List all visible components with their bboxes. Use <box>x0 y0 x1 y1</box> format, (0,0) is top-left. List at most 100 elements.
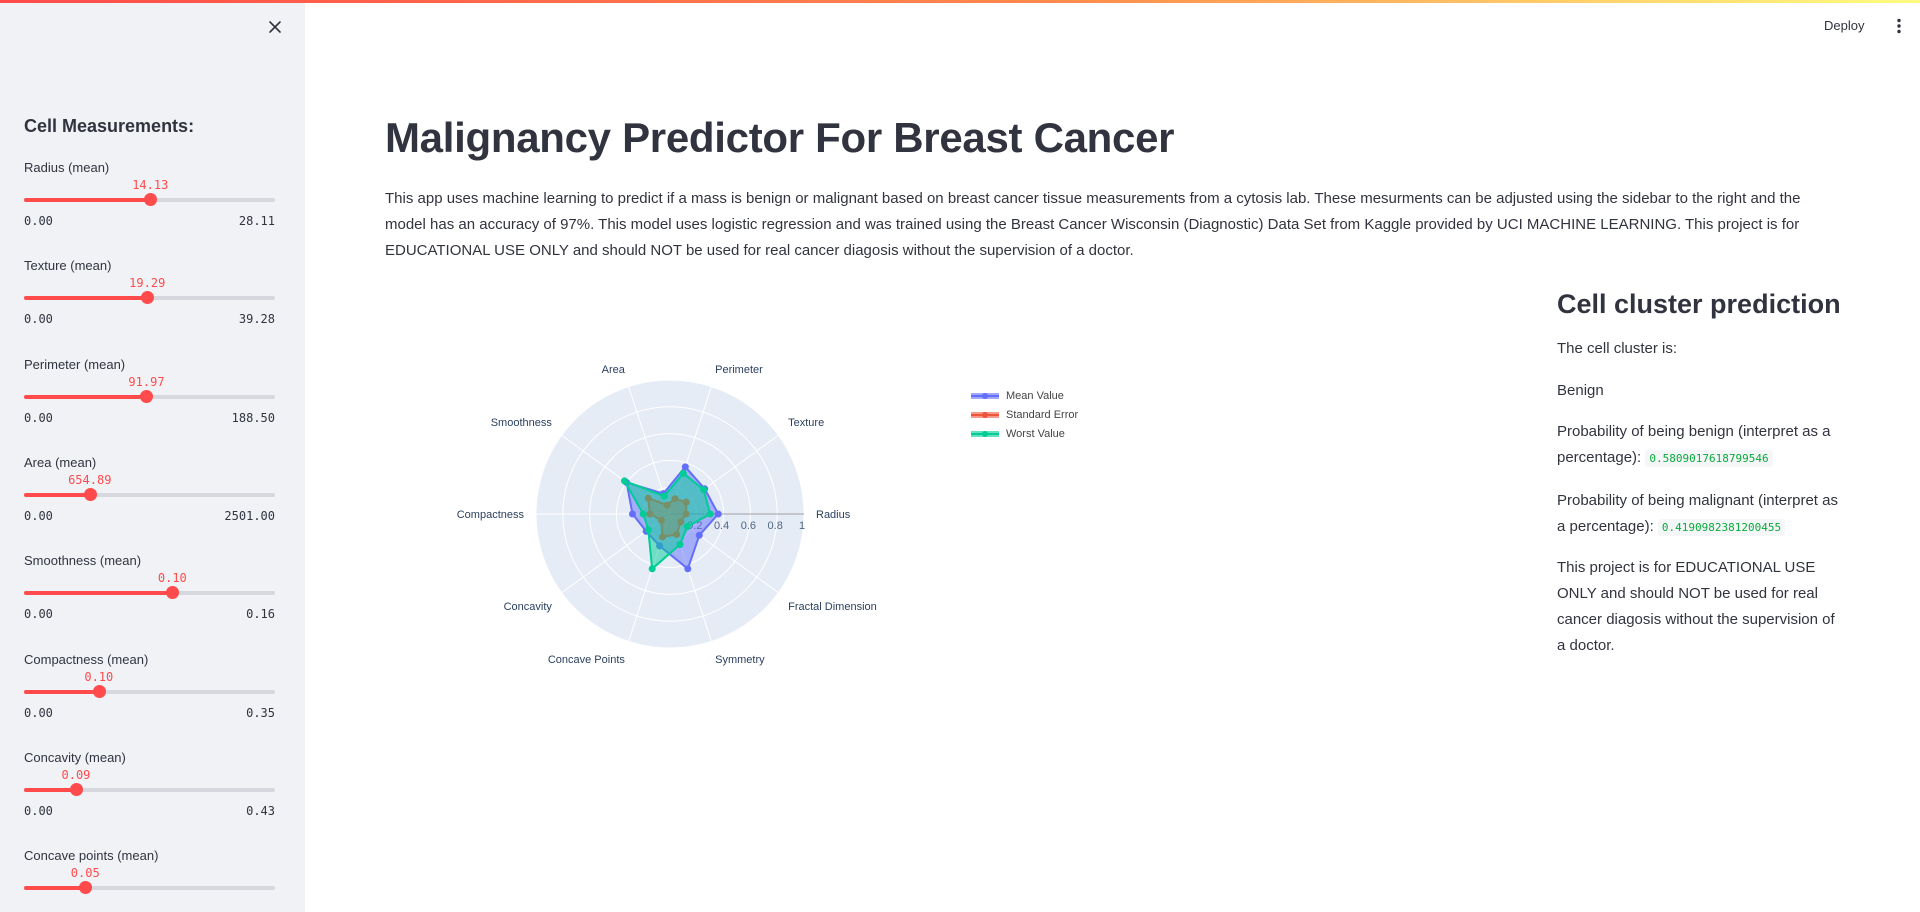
page-title: Malignancy Predictor For Breast Cancer <box>385 114 1175 161</box>
series-point <box>628 510 636 518</box>
slider-smoothness-mean[interactable]: Smoothness (mean) 0.10 0.00 0.16 <box>24 553 275 633</box>
slider-label: Smoothness (mean) <box>24 553 142 568</box>
intro-paragraph: This app uses machine learning to predic… <box>385 190 1801 259</box>
malignant-probability-label: Probability of being malignant (interpre… <box>1557 492 1838 535</box>
radial-tick-label: 1 <box>799 520 805 532</box>
top-decoration-bar <box>0 0 1920 3</box>
series-point <box>644 526 652 534</box>
slider-thumb[interactable] <box>92 685 106 698</box>
slider-label: Perimeter (mean) <box>24 357 126 372</box>
series-point <box>706 510 714 518</box>
slider-fill <box>24 788 76 792</box>
angular-axis-label: Fractal Dimension <box>788 601 877 613</box>
slider-min: 0.00 <box>24 607 53 621</box>
slider-perimeter-mean[interactable]: Perimeter (mean) 91.97 0.00 188.50 <box>24 357 275 437</box>
legend-item-standard-error[interactable]: Standard Error <box>970 405 1078 424</box>
slider-fill <box>24 198 151 202</box>
slider-thumb[interactable] <box>69 783 83 796</box>
slider-thumb[interactable] <box>140 390 154 403</box>
series-point <box>684 565 692 573</box>
legend-swatch <box>971 392 999 399</box>
slider-radius-mean[interactable]: Radius (mean) 14.13 0.00 28.11 <box>24 160 275 240</box>
slider-track[interactable] <box>24 488 275 501</box>
slider-area-mean[interactable]: Area (mean) 654.89 0.00 2501.00 <box>24 455 275 535</box>
slider-max: 2501.00 <box>224 509 275 523</box>
slider-compactness-mean[interactable]: Compactness (mean) 0.10 0.00 0.35 <box>24 652 275 732</box>
slider-track[interactable] <box>24 586 275 599</box>
legend-swatch-marker <box>982 392 988 399</box>
series-point <box>700 486 708 494</box>
main-menu-button[interactable] <box>1889 14 1909 38</box>
slider-track[interactable] <box>24 291 275 304</box>
radial-tick-label: 0.6 <box>741 520 756 532</box>
angular-axis-label: Concavity <box>504 601 553 613</box>
radar-chart-area: 0.20.40.60.81RadiusTexturePerimeterAreaS… <box>440 350 1140 690</box>
deploy-button[interactable]: Deploy <box>1824 18 1865 33</box>
slider-thumb[interactable] <box>79 881 93 894</box>
slider-fill <box>24 886 86 890</box>
benign-probability-label: Probability of being benign (interpret a… <box>1557 423 1831 466</box>
slider-track[interactable] <box>24 783 275 796</box>
slider-min: 0.00 <box>24 312 53 326</box>
legend-swatch <box>971 430 999 437</box>
slider-label: Concave points (mean) <box>24 848 159 863</box>
slider-track[interactable] <box>24 193 275 206</box>
slider-value: 0.10 <box>157 571 187 585</box>
slider-max: 188.50 <box>231 411 275 425</box>
radar-chart: 0.20.40.60.81RadiusTexturePerimeterAreaS… <box>457 364 877 666</box>
slider-track[interactable] <box>24 881 275 894</box>
slider-fill <box>24 296 148 300</box>
series-point <box>639 510 647 518</box>
angular-axis-label: Area <box>602 364 626 376</box>
slider-value: 0.09 <box>61 768 91 782</box>
slider-track[interactable] <box>24 685 275 698</box>
legend-item-worst[interactable]: Worst Value <box>970 424 1078 443</box>
slider-value: 19.29 <box>129 276 166 290</box>
angular-axis-label: Compactness <box>457 509 525 521</box>
slider-max: 0.35 <box>246 706 275 720</box>
sidebar-title: Cell Measurements: <box>24 116 195 136</box>
slider-thumb[interactable] <box>144 193 158 206</box>
slider-concave-points-mean[interactable]: Concave points (mean) 0.05 <box>24 848 275 912</box>
slider-thumb[interactable] <box>141 291 155 304</box>
slider-texture-mean[interactable]: Texture (mean) 19.29 0.00 39.28 <box>24 258 275 338</box>
series-point <box>648 565 656 573</box>
legend-swatch-marker <box>982 430 988 437</box>
slider-max: 39.28 <box>238 312 275 326</box>
legend-item-mean[interactable]: Mean Value <box>970 386 1078 405</box>
angular-axis-label: Radius <box>816 509 851 521</box>
chart-legend: Mean Value Standard Error Worst Value <box>970 386 1078 443</box>
slider-fill <box>24 493 90 497</box>
slider-label: Area (mean) <box>24 455 97 470</box>
slider-thumb[interactable] <box>83 488 97 501</box>
slider-label: Texture (mean) <box>24 258 112 273</box>
slider-min: 0.00 <box>24 411 53 425</box>
slider-value: 0.05 <box>70 866 100 880</box>
legend-label: Worst Value <box>1006 427 1065 440</box>
malignant-probability: Probability of being malignant (interpre… <box>1557 488 1842 541</box>
sidebar: Cell Measurements: Radius (mean) 14.13 0… <box>0 0 305 912</box>
prediction-result: Benign <box>1557 382 1604 399</box>
legend-label: Mean Value <box>1006 389 1064 402</box>
angular-axis-label: Perimeter <box>715 364 763 376</box>
slider-fill <box>24 395 147 399</box>
kebab-menu-icon <box>1897 18 1901 34</box>
slider-concavity-mean[interactable]: Concavity (mean) 0.09 0.00 0.43 <box>24 750 275 830</box>
slider-max: 0.16 <box>246 607 275 621</box>
slider-min: 0.00 <box>24 214 53 228</box>
radial-tick-label: 0.8 <box>768 520 783 532</box>
angular-axis-label: Texture <box>788 417 824 429</box>
slider-label: Compactness (mean) <box>24 652 149 667</box>
close-icon <box>269 21 281 33</box>
slider-value: 14.13 <box>132 178 169 192</box>
series-point <box>683 523 691 531</box>
slider-track[interactable] <box>24 390 275 403</box>
radial-tick-label: 0.4 <box>714 520 729 532</box>
slider-value: 0.10 <box>84 670 114 684</box>
close-sidebar-button[interactable] <box>262 14 288 40</box>
legend-swatch <box>971 411 999 418</box>
slider-label: Concavity (mean) <box>24 750 126 765</box>
slider-min: 0.00 <box>24 804 53 818</box>
slider-value: 91.97 <box>128 375 165 389</box>
slider-thumb[interactable] <box>166 586 180 599</box>
